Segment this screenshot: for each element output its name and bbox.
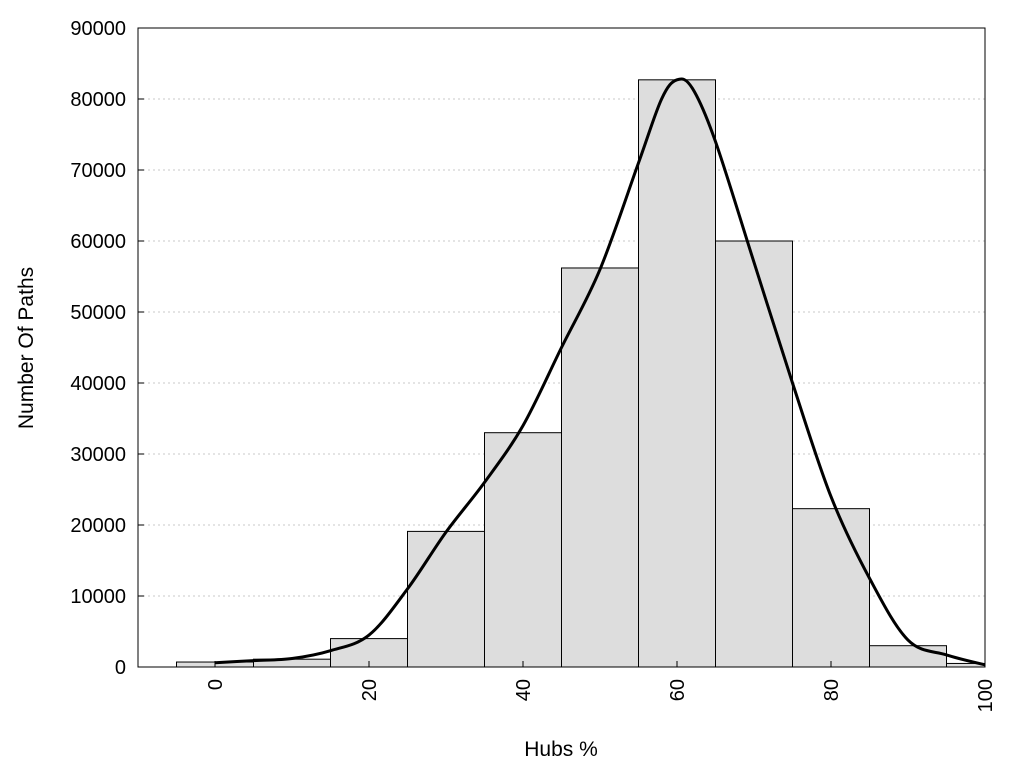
y-tick-label: 20000 [70,515,126,537]
histogram-bar [792,508,870,668]
x-tick-label: 40 [513,679,535,701]
plot-frame [137,27,986,668]
histogram-bar [869,645,947,668]
x-tick-label: 100 [975,679,997,712]
histogram-bar [715,240,793,668]
y-tick-label: 30000 [70,444,126,466]
histogram-bars [176,79,986,668]
x-tick-label: 20 [359,679,381,701]
y-tick-label: 80000 [70,89,126,111]
x-tick-label: 60 [667,679,689,701]
histogram-bar [484,432,562,668]
histogram-bar [407,530,485,668]
y-tick-label: 10000 [70,586,126,608]
y-tick-label: 0 [115,657,126,679]
y-tick-label: 60000 [70,231,126,253]
x-tick-label: 0 [205,679,227,690]
y-tick-label: 90000 [70,18,126,40]
y-tick-label: 40000 [70,373,126,395]
y-axis-title: Number Of Paths [15,267,38,429]
density-curve-layer [214,77,986,667]
x-axis-title: Hubs % [524,738,598,761]
axis-ticks: 0 10000 20000 30000 40000 50000 60000 70000 8000… [70,18,997,712]
y-tick-label: 70000 [70,160,126,182]
density-curve [214,77,986,667]
x-tick-label: 80 [821,679,843,701]
y-tick-label: 50000 [70,302,126,324]
histogram-bar [638,79,716,668]
